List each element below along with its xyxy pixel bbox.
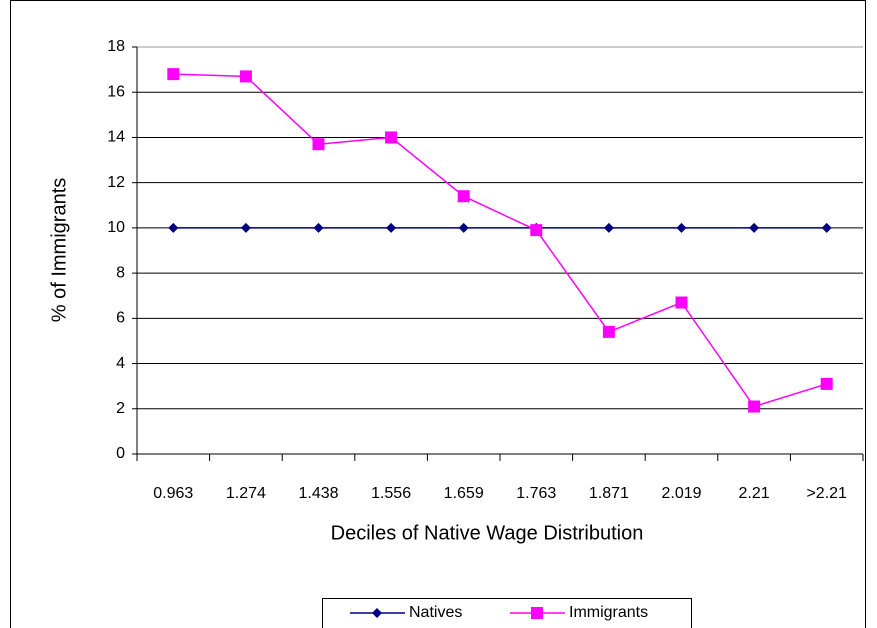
- x-tick-label: 2.019: [661, 485, 701, 502]
- y-tick-label: 2: [116, 400, 125, 417]
- point: [530, 224, 543, 237]
- point: [602, 325, 615, 338]
- x-tick-label: 2.21: [739, 485, 770, 502]
- x-axis-title: Deciles of Native Wage Distribution: [331, 522, 644, 544]
- y-tick-label: 6: [116, 310, 125, 327]
- point: [312, 138, 325, 151]
- y-tick-label: 14: [107, 129, 125, 146]
- point: [168, 222, 179, 233]
- y-tick-label: 8: [116, 264, 125, 281]
- point: [820, 377, 833, 390]
- point: [749, 222, 760, 233]
- point: [457, 190, 470, 203]
- point: [372, 608, 382, 618]
- point: [239, 70, 252, 83]
- x-tick-label: 1.871: [589, 485, 629, 502]
- legend-label: Immigrants: [569, 604, 648, 621]
- legend-label: Natives: [409, 604, 462, 621]
- x-tick-label: 1.556: [371, 485, 411, 502]
- x-tick-label: 1.274: [226, 485, 266, 502]
- point: [313, 222, 324, 233]
- y-tick-label: 4: [116, 355, 125, 372]
- y-axis-title: % of Immigrants: [48, 178, 70, 322]
- x-tick-label: 1.659: [444, 485, 484, 502]
- point: [240, 222, 251, 233]
- point: [167, 68, 180, 81]
- y-tick-label: 12: [107, 174, 125, 191]
- y-tick-label: 18: [107, 38, 125, 55]
- x-tick-label: 1.438: [298, 485, 338, 502]
- x-tick-label: 0.963: [153, 485, 193, 502]
- y-tick-label: 10: [107, 219, 125, 236]
- point: [385, 131, 398, 144]
- chart-frame: [10, 0, 866, 628]
- point: [603, 222, 614, 233]
- point: [676, 222, 687, 233]
- point: [531, 607, 543, 619]
- x-tick-label: >2.21: [806, 485, 847, 502]
- series-line: [173, 73, 827, 408]
- point: [748, 400, 761, 413]
- point: [675, 296, 688, 309]
- x-tick-label: 1.763: [516, 485, 556, 502]
- point: [458, 222, 469, 233]
- point: [821, 222, 832, 233]
- y-tick-label: 0: [116, 445, 125, 462]
- point: [386, 222, 397, 233]
- y-tick-label: 16: [107, 83, 125, 100]
